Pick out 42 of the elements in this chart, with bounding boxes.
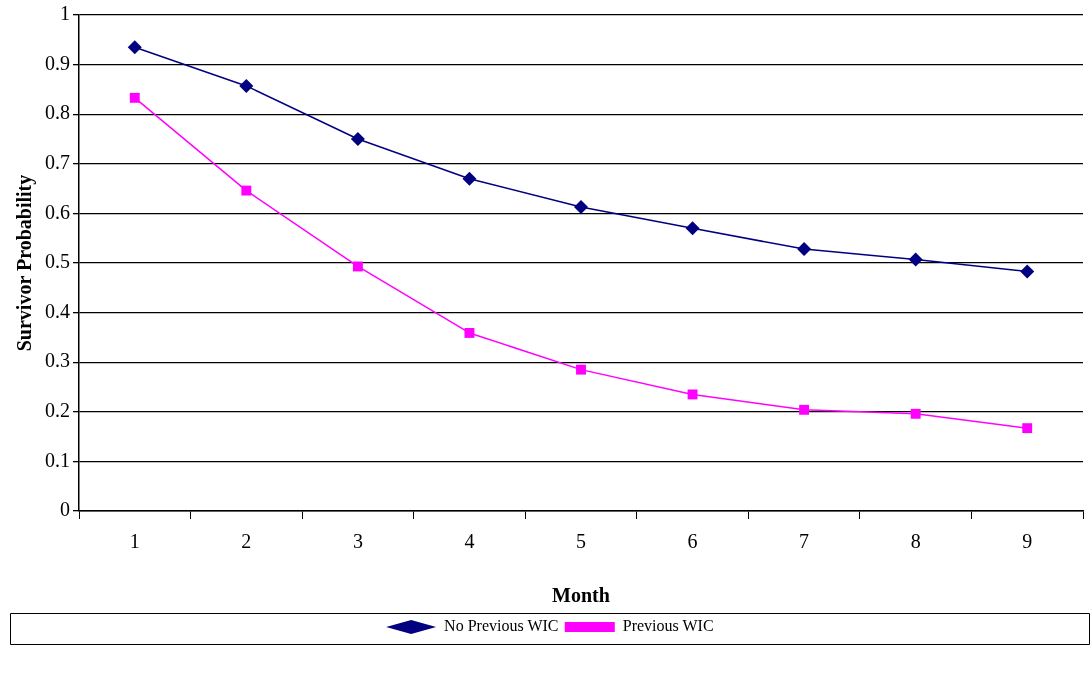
legend-label: No Previous WIC [444,617,559,635]
x-tick-label: 7 [799,530,810,553]
x-tick-label: 4 [464,530,475,553]
x-tick-label: 2 [241,530,252,553]
point [241,185,252,196]
point [687,389,698,400]
x-tick-label: 6 [687,530,698,553]
point [462,171,477,186]
x-tick-label: 3 [352,530,363,553]
point [908,252,923,267]
point [685,221,700,236]
y-tick-label: 1 [60,2,70,25]
point [129,92,140,103]
y-tick-label: 0.6 [45,200,70,223]
point [910,408,921,419]
y-tick-label: 0.4 [45,299,70,322]
point [576,364,586,375]
point [464,327,475,338]
point [1022,423,1033,434]
point [574,199,588,214]
point [239,78,254,93]
x-tick-label: 8 [910,530,921,553]
point [350,132,365,146]
x-tick-label: 1 [129,530,140,553]
y-tick-label: 0.3 [45,349,70,372]
y-tick-label: 0.9 [45,51,70,74]
point [127,40,142,55]
y-tick-label: 0.5 [45,250,70,273]
point [352,261,363,272]
y-tick-label: 0 [60,498,70,521]
y-tick-label: 0.2 [45,399,70,422]
x-axis-title: Month [552,584,610,607]
x-tick-label: 5 [576,530,586,553]
y-tick-label: 0.8 [45,101,70,124]
y-axis-title: Survivor Probability [13,174,37,352]
point [797,242,812,257]
point [1020,264,1035,279]
x-tick-label: 9 [1022,530,1033,553]
legend-label: Previous WIC [622,617,714,635]
y-tick-label: 0.7 [45,151,70,174]
point [799,404,810,415]
y-tick-label: 0.1 [45,448,70,471]
